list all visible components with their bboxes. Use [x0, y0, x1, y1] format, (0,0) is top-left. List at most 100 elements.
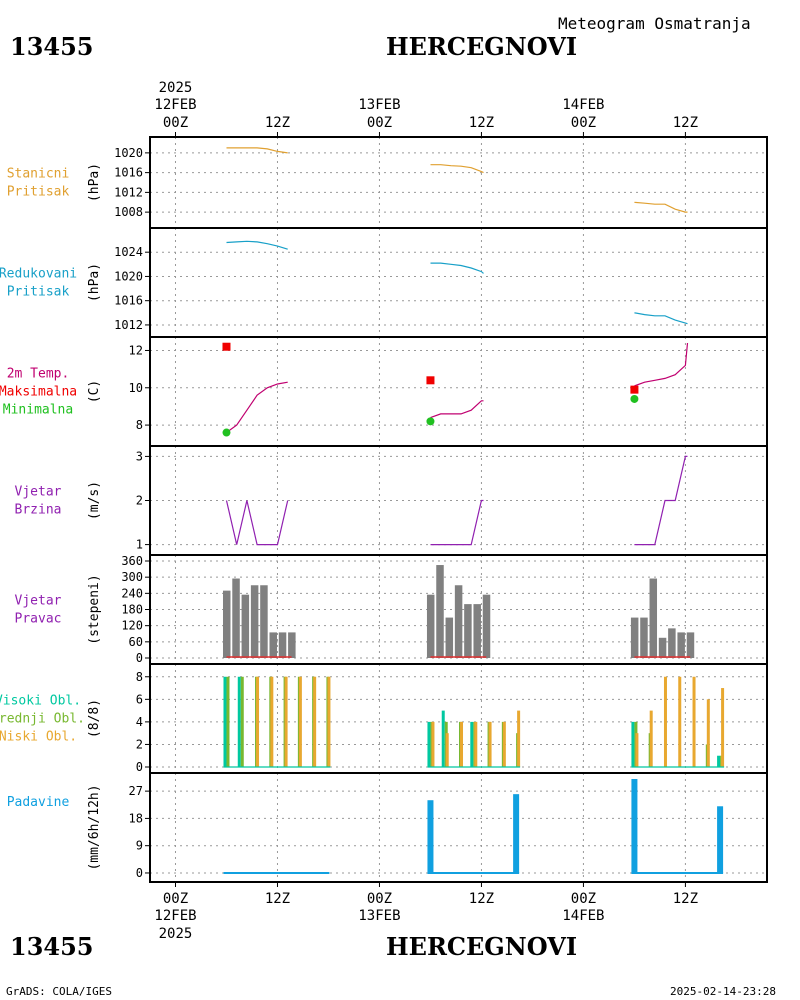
wind-direction-bar — [241, 594, 250, 658]
footer-station-id: 13455 — [10, 932, 94, 961]
top-hour-label: 12Z — [265, 115, 290, 131]
series-line — [226, 381, 288, 433]
cloud-high-bar — [223, 676, 227, 767]
panel-5: 0 2 4 6 8 (8/8) Visoki Obl. Srednji Obl. Niski O… — [0, 663, 768, 774]
panel-frame — [149, 136, 768, 229]
y-tick-label: 27 — [129, 784, 143, 798]
cloud-low-bar — [692, 676, 696, 767]
wind-direction-bar — [630, 617, 639, 658]
panel-title-label: Vjetar — [15, 485, 62, 500]
top-hour-label: 12Z — [469, 115, 494, 131]
y-axis-label: (m/s) — [87, 481, 102, 520]
y-tick-label: 1008 — [114, 205, 143, 219]
bottom-date-label: 12FEB — [154, 908, 196, 924]
panel-frame — [149, 336, 768, 447]
wind-direction-bar — [288, 632, 296, 658]
cloud-low-bar — [298, 676, 302, 767]
wind-direction-bar — [269, 632, 277, 658]
series-line — [430, 400, 484, 419]
cloud-low-bar — [649, 710, 653, 767]
precip-bar — [513, 794, 520, 873]
wind-direction-bar — [482, 594, 491, 658]
y-tick-label: 2 — [136, 494, 143, 508]
panel-title-label: Brzina — [15, 503, 62, 518]
wind-direction-bar — [649, 578, 658, 658]
y-tick-label: 0 — [136, 866, 143, 880]
cloud-high-bar — [470, 721, 474, 767]
max-temp-marker — [630, 385, 639, 394]
series-line — [225, 500, 289, 546]
y-tick-label: 9 — [136, 839, 143, 853]
wind-direction-bar — [260, 585, 268, 658]
cloud-low-bar — [721, 688, 725, 767]
series-line — [226, 147, 288, 154]
top-date-label: 13FEB — [358, 97, 400, 113]
wind-direction-bar — [278, 632, 287, 658]
wind-direction-bar — [454, 585, 463, 658]
panel-title-label: Pritisak — [7, 285, 70, 300]
y-axis-label: (mm/6h/12h) — [87, 784, 102, 870]
series-line — [226, 240, 288, 250]
cloud-mid-bar — [240, 676, 244, 767]
y-tick-label: 1 — [136, 538, 143, 552]
bottom-hour-label: 12Z — [673, 891, 698, 907]
bottom-year-label: 2025 — [159, 926, 193, 942]
min-temp-marker — [222, 428, 231, 437]
panel-title-label: Maksimalna — [0, 385, 77, 400]
cloud-low-bar — [663, 676, 667, 767]
cloud-low-bar — [460, 721, 464, 767]
cloud-high-bar — [427, 721, 431, 767]
y-axis-label: (8/8) — [87, 699, 102, 738]
cloud-low-bar — [256, 676, 260, 767]
panel-1: 1012 1016 1020 1024 (hPa) Redukovani Pritisak — [0, 227, 768, 338]
cloud-low-bar — [678, 676, 682, 767]
top-hour-label: 12Z — [673, 115, 698, 131]
panel-title-label: Srednji Obl. — [0, 712, 85, 727]
station-id: 13455 — [10, 32, 94, 61]
top-year-label: 2025 — [159, 80, 193, 96]
panel-title-label: Visoki Obl. — [0, 694, 81, 709]
bottom-hour-label: 00Z — [163, 891, 188, 907]
y-tick-label: 60 — [129, 635, 143, 649]
y-tick-label: 6 — [136, 692, 143, 706]
y-tick-label: 12 — [129, 343, 143, 357]
top-hour-label: 00Z — [367, 115, 392, 131]
min-temp-marker — [630, 394, 639, 403]
panel-title-label: Minimalna — [3, 403, 73, 418]
max-temp-marker — [426, 376, 435, 385]
wind-direction-bar — [640, 617, 648, 658]
max-temp-marker — [222, 342, 231, 351]
top-hour-label: 00Z — [571, 115, 596, 131]
wind-direction-bar — [658, 637, 667, 658]
wind-direction-bar — [686, 632, 695, 658]
grads-credit: GrADS: COLA/IGES — [6, 985, 112, 998]
panel-4: 0 60 120 180 240 300 360 (stepeni) Vjetar Pravac — [15, 554, 768, 665]
y-tick-label: 0 — [136, 651, 143, 665]
cloud-mid-bar — [226, 676, 230, 767]
panel-title-label: Padavine — [7, 795, 70, 810]
panel-6: 0 9 18 27 (mm/6h/12h) Padavine — [7, 772, 768, 883]
wind-direction-bar — [473, 604, 481, 658]
panel-title-label: Pravac — [15, 612, 62, 627]
y-tick-label: 120 — [121, 619, 143, 633]
y-axis-label: (hPa) — [87, 263, 102, 302]
cloud-high-bar — [441, 710, 445, 767]
y-tick-label: 1020 — [114, 269, 143, 283]
generated-timestamp: 2025-02-14-23:28 — [670, 985, 776, 998]
series-line — [430, 499, 484, 546]
panel-3: 1 2 3 (m/s) Vjetar Brzina — [15, 445, 768, 556]
y-axis-label: (hPa) — [87, 163, 102, 202]
y-axis-label: (stepeni) — [87, 574, 102, 644]
y-tick-label: 18 — [129, 811, 143, 825]
series-line — [634, 201, 688, 213]
y-tick-label: 300 — [121, 570, 143, 584]
top-date-label: 12FEB — [154, 97, 196, 113]
cloud-low-bar — [270, 676, 274, 767]
min-temp-marker — [426, 417, 435, 426]
precip-bar — [631, 779, 638, 873]
cloud-low-bar — [488, 721, 492, 767]
y-tick-label: 1016 — [114, 294, 143, 308]
series-line — [634, 312, 688, 325]
